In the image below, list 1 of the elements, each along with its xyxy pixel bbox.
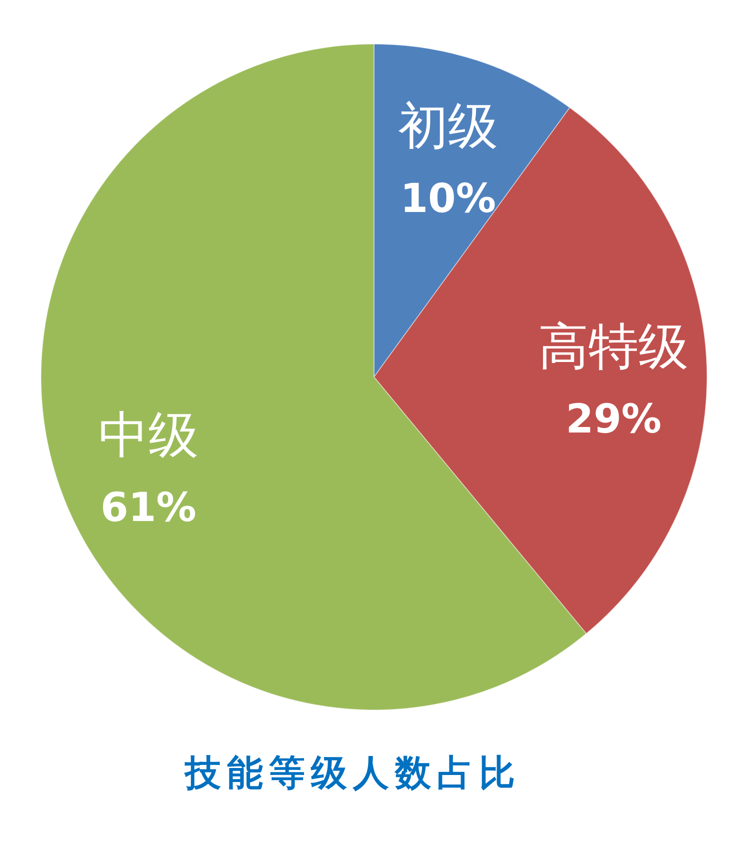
- title: 技能等级人数占比: [185, 752, 521, 793]
